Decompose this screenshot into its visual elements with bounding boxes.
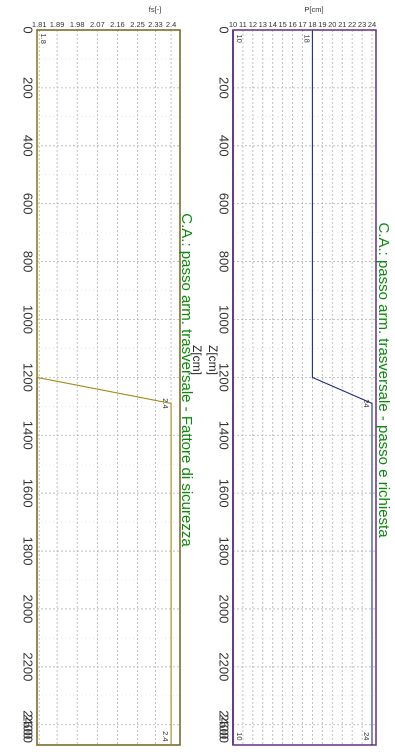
value-tick-label: 18 [308, 20, 316, 29]
value-axis-label: P[cm] [304, 5, 323, 14]
z-tick-label: 2200 [217, 652, 232, 681]
z-tick-label: 1200 [21, 363, 36, 392]
value-tick-label: 21 [338, 20, 346, 29]
data-label: 10 [235, 35, 244, 43]
data-label: 1.8 [39, 33, 48, 43]
data-label: 10 [235, 732, 244, 740]
value-tick-label: 13 [259, 20, 267, 29]
value-tick-label: 2.4 [166, 20, 176, 29]
z-tick-label: 200 [21, 77, 36, 99]
z-tick-label: 800 [217, 251, 232, 273]
z-tick-label: 200 [217, 77, 232, 99]
data-label: 2.4 [161, 731, 170, 741]
z-tick-label: 400 [21, 135, 36, 157]
z-axis-label: Z[cm] [206, 345, 220, 375]
z-tick-label: 0 [217, 26, 232, 33]
chart-title: C.A.: passo arm. trasversale - Fattore d… [178, 213, 195, 547]
data-label: 24 [362, 732, 371, 740]
value-tick-label: 24 [368, 20, 376, 29]
value-tick-label: 2.25 [130, 20, 145, 29]
value-tick-label: 2.33 [148, 20, 163, 29]
plot-area [233, 30, 376, 745]
z-tick-label: 800 [21, 251, 36, 273]
value-tick-label: 1.81 [32, 20, 47, 29]
value-tick-label: 23 [358, 20, 366, 29]
z-tick-label: 1800 [217, 537, 232, 566]
value-tick-label: 16 [288, 20, 296, 29]
z-tick-label: 400 [217, 135, 232, 157]
value-tick-label: 1.89 [50, 20, 65, 29]
data-label: 2.4 [161, 398, 170, 408]
value-tick-label: 22 [348, 20, 356, 29]
z-tick-label: 600 [217, 193, 232, 215]
chart-panel-1: 0 200 400 600 800 1000 1200 1400 1600 1800 2000 220… [21, 5, 204, 746]
chart-panel-2: 0 200 400 600 800 1000 1200 1400 1600 1800 2000 220… [206, 5, 392, 746]
value-tick-label: 15 [278, 20, 286, 29]
value-tick-label: 20 [328, 20, 336, 29]
value-tick-label: 11 [239, 20, 247, 29]
value-tick-label: 10 [229, 20, 237, 29]
z-tick-label: 2000 [217, 594, 232, 623]
data-label: 18 [302, 35, 311, 43]
z-tick-label: 1800 [21, 537, 36, 566]
plot-area [37, 30, 180, 745]
z-tick-label: 2000 [21, 594, 36, 623]
z-end-label: 2600 [217, 714, 232, 743]
z-tick-label: 1000 [217, 305, 232, 334]
value-tick-label: 12 [249, 20, 257, 29]
z-tick-label: 0 [21, 26, 36, 33]
z-tick-label: 1200 [217, 363, 232, 392]
value-tick-label: 2.07 [90, 20, 105, 29]
value-tick-label: 19 [318, 20, 326, 29]
data-label: 24 [362, 399, 371, 407]
z-tick-label: 1400 [217, 421, 232, 450]
z-end-label: 2600 [21, 714, 36, 743]
value-tick-label: 1.98 [70, 20, 85, 29]
z-tick-label: 1600 [217, 479, 232, 508]
plot-frame [36, 29, 181, 746]
z-axis-label: Z[cm] [190, 345, 204, 375]
z-tick-label: 2400 [217, 710, 232, 739]
value-tick-label: 2.16 [110, 20, 125, 29]
chart-title: C.A.: passo arm. trasversale - passo e r… [375, 222, 392, 538]
series-line-1 [36, 30, 172, 745]
z-tick-label: 600 [21, 193, 36, 215]
z-tick-label: 1600 [21, 479, 36, 508]
value-tick-label: 17 [298, 20, 306, 29]
z-tick-label: 1400 [21, 421, 36, 450]
z-tick-label: 2200 [21, 652, 36, 681]
series-line-1 [311, 30, 373, 745]
value-tick-label: 14 [269, 20, 277, 29]
value-axis-label: fs[-] [149, 5, 162, 14]
z-tick-label: 1000 [21, 305, 36, 334]
z-tick-label: 2400 [21, 710, 36, 739]
